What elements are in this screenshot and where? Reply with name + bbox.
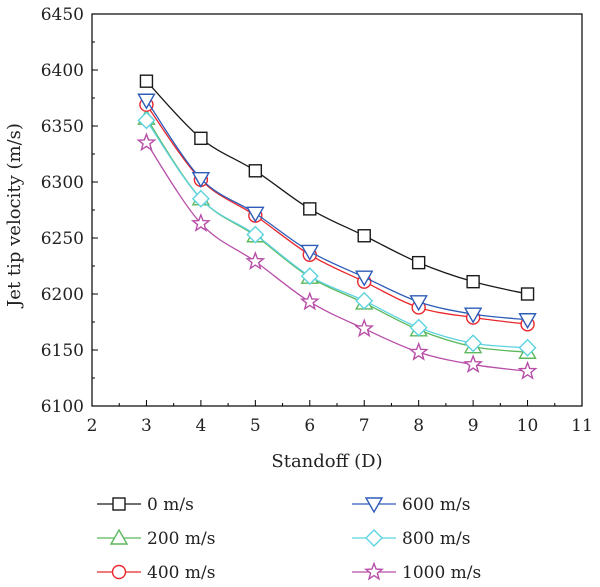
legend-marker bbox=[364, 561, 384, 581]
data-point bbox=[355, 291, 374, 310]
legend-item: 200 m/s bbox=[97, 528, 215, 549]
legend-item: 1000 m/s bbox=[352, 561, 481, 583]
data-point bbox=[246, 206, 265, 223]
y-tick-label: 6250 bbox=[41, 229, 84, 249]
data-point bbox=[409, 295, 428, 312]
legend-marker bbox=[112, 497, 126, 511]
data-point bbox=[357, 229, 371, 243]
data-point bbox=[354, 318, 375, 338]
data-point bbox=[245, 251, 266, 271]
data-point bbox=[409, 318, 428, 337]
y-tick-label: 6450 bbox=[41, 5, 84, 25]
x-tick-label: 6 bbox=[304, 416, 315, 436]
data-point bbox=[408, 341, 429, 361]
x-tick-label: 8 bbox=[413, 416, 424, 436]
y-axis-title: Jet tip velocity (m/s) bbox=[4, 123, 25, 309]
data-point bbox=[139, 74, 154, 88]
y-tick-label: 6150 bbox=[41, 341, 84, 361]
data-point bbox=[463, 354, 484, 374]
data-point bbox=[191, 171, 211, 189]
legend-marker bbox=[109, 528, 129, 545]
legend-label: 600 m/s bbox=[402, 495, 470, 515]
data-point bbox=[411, 255, 426, 270]
plot-area: 2 3 4 5 6 7 8 9 10 11 6100 6150 6200 6250 6300 6350 6400… bbox=[41, 5, 593, 436]
data-point bbox=[136, 132, 157, 152]
x-tick-label: 3 bbox=[141, 416, 152, 436]
y-tick-label: 6350 bbox=[41, 117, 84, 137]
data-point bbox=[463, 307, 483, 324]
data-point bbox=[246, 225, 265, 244]
x-axis-title: Standoff (D) bbox=[271, 451, 382, 472]
legend-item: 0 m/s bbox=[97, 495, 194, 515]
legend-marker bbox=[365, 529, 383, 547]
y-tick-label: 6400 bbox=[41, 61, 84, 81]
legend-item: 600 m/s bbox=[352, 495, 470, 515]
legend-item: 400 m/s bbox=[97, 563, 215, 583]
data-point bbox=[517, 360, 538, 380]
y-tick-label: 6200 bbox=[41, 285, 84, 305]
data-point bbox=[520, 287, 535, 301]
legend-label: 400 m/s bbox=[147, 563, 215, 583]
data-point bbox=[464, 334, 483, 353]
series-line bbox=[145, 80, 528, 295]
x-tick-label: 5 bbox=[250, 416, 261, 436]
x-tick-label: 4 bbox=[195, 416, 206, 436]
y-tick-label: 6300 bbox=[41, 173, 84, 193]
x-tick-label: 7 bbox=[359, 416, 370, 436]
data-point bbox=[300, 267, 319, 286]
legend-label: 1000 m/s bbox=[402, 563, 481, 583]
x-tick-label: 9 bbox=[468, 416, 479, 436]
data-point bbox=[299, 291, 320, 311]
y-tick-label: 6100 bbox=[41, 397, 84, 417]
data-point bbox=[518, 338, 537, 357]
legend-label: 200 m/s bbox=[147, 529, 215, 549]
data-point bbox=[466, 274, 480, 289]
data-point bbox=[194, 131, 208, 146]
x-tick-label: 11 bbox=[571, 416, 593, 436]
x-tick-label: 10 bbox=[517, 416, 539, 436]
data-point bbox=[191, 189, 210, 208]
data-point bbox=[303, 202, 317, 216]
data-point bbox=[355, 270, 374, 287]
data-point bbox=[518, 313, 537, 330]
data-point bbox=[137, 111, 156, 130]
legend-label: 800 m/s bbox=[402, 529, 470, 549]
data-point bbox=[190, 212, 211, 232]
data-point bbox=[300, 244, 319, 261]
legend-marker bbox=[111, 564, 127, 580]
x-tick-label: 2 bbox=[87, 416, 98, 436]
data-point bbox=[248, 164, 263, 178]
legend-marker bbox=[364, 497, 384, 514]
legend: 0 m/s 200 m/s 400 m/s 600 m/s 800 m/s 1000 m/… bbox=[97, 495, 481, 583]
legend-label: 0 m/s bbox=[147, 495, 194, 515]
legend-item: 800 m/s bbox=[352, 529, 470, 549]
data-point bbox=[137, 93, 156, 110]
